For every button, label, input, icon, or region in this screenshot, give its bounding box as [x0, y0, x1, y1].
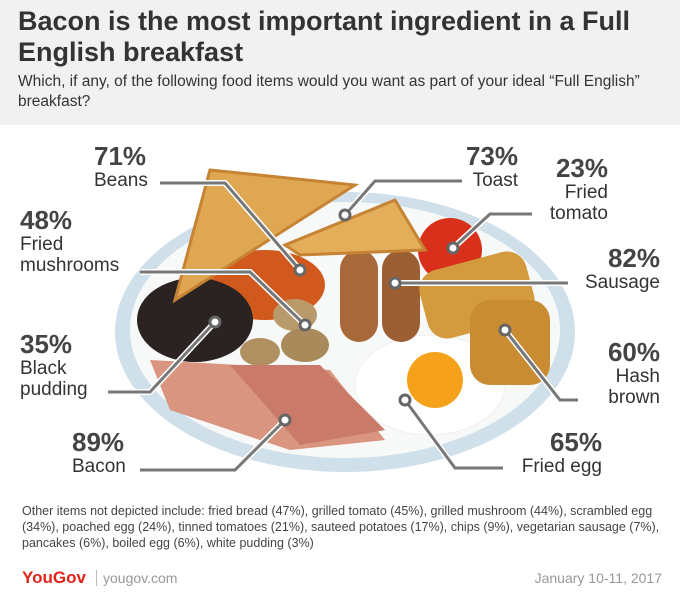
black-pudding: [137, 278, 253, 362]
item-label: Fried egg: [521, 456, 602, 477]
title: Bacon is the most important ingredient i…: [18, 6, 631, 67]
leader-lines: [108, 179, 578, 472]
callout: 65% Fried egg: [522, 428, 602, 477]
percent: 73%: [465, 141, 518, 171]
item-label: Fried tomato: [549, 182, 608, 224]
sausage: [340, 250, 378, 342]
yolk: [407, 352, 463, 408]
bacon: [230, 365, 385, 445]
callout: 48% Fried mushrooms: [20, 206, 140, 276]
percent: 89%: [72, 427, 125, 457]
callout: 82% Sausage: [585, 244, 660, 293]
percent: 71%: [94, 141, 147, 171]
date: January 10-11, 2017: [534, 570, 662, 586]
item-label: Toast: [472, 170, 518, 191]
item-label: Sausage: [584, 272, 660, 293]
callout: 73% Toast: [466, 142, 518, 191]
item-label: Hash brown: [608, 366, 660, 408]
percent: 48%: [20, 205, 73, 235]
percent: 65%: [549, 427, 602, 457]
illustration: [108, 168, 578, 473]
mushroom: [240, 338, 280, 366]
item-label: Beans: [94, 170, 148, 191]
site: yougov.com: [96, 570, 177, 586]
percent: 23%: [555, 153, 608, 183]
callout: 60% Hash brown: [585, 338, 660, 408]
item-label: Fried mushrooms: [20, 234, 120, 276]
callout: 71% Beans: [94, 142, 148, 191]
callout: 23% Fried tomato: [523, 154, 608, 224]
callout: 89% Bacon: [72, 428, 126, 477]
percent: 35%: [20, 329, 73, 359]
callout: 35% Black pudding: [20, 330, 115, 400]
note: Other items not depicted include: fried …: [22, 504, 660, 550]
item-label: Black pudding: [20, 358, 88, 400]
brand-logo: YouGov: [22, 568, 86, 587]
percent: 82%: [607, 243, 660, 273]
sausage: [382, 250, 420, 342]
percent: 60%: [607, 337, 660, 367]
toast: [281, 198, 428, 257]
subtitle: Which, if any, of the following food ite…: [18, 73, 640, 110]
leader-dots: [208, 208, 512, 427]
toast: [172, 168, 360, 304]
item-label: Bacon: [72, 456, 126, 477]
header: Bacon is the most important ingredient i…: [0, 0, 680, 125]
mushroom: [281, 328, 329, 362]
